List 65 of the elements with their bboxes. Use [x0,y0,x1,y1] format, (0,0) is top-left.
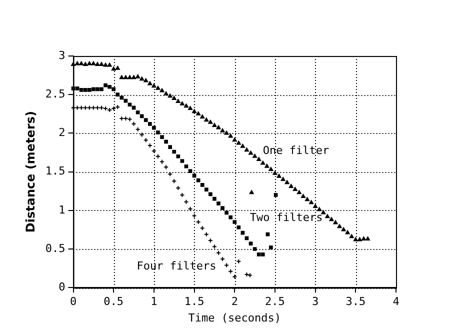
point [204,188,208,192]
x-tick-label: 4 [392,295,400,308]
y-tick-label: 2 [58,126,66,140]
series-label: One filter [262,144,330,157]
point [140,114,144,118]
y-tick-label: 1.5 [45,164,66,178]
x-tick-label: 3.5 [346,295,366,308]
y-tick-label: 3 [58,48,66,62]
y-tick-label: 0 [58,280,66,294]
series-label: Four filters [136,260,216,273]
point [136,110,140,114]
point [216,202,220,206]
point [83,88,88,92]
point [200,183,204,187]
point [228,215,233,220]
point [208,192,212,196]
point [116,92,120,97]
point [172,150,176,154]
point [260,252,265,256]
point [144,118,148,122]
point [212,196,216,201]
point [232,220,237,224]
point [269,246,273,250]
x-tick-label: 2.5 [265,295,285,308]
x-tick-label: 3 [312,295,319,308]
point [184,164,188,168]
x-tick-label: 1.5 [184,295,204,308]
series-label: Two filters [250,210,323,224]
point [128,102,132,107]
point [176,154,180,158]
point [75,86,80,90]
point [236,225,241,230]
point [71,86,76,90]
point [79,88,84,92]
y-tick-label: 2.5 [45,87,66,100]
x-tick-label: 2 [231,295,238,308]
point [180,159,184,163]
point [100,87,104,92]
x-tick-label: 0 [70,295,77,308]
point [108,84,112,89]
point [192,174,196,178]
y-axis-title: Distance (meters) [23,111,38,233]
point [96,87,100,92]
point [104,83,108,88]
point [274,193,278,197]
x-axis-title: Time (seconds) [188,311,281,324]
point [248,242,253,246]
y-tick-label: 1 [58,203,66,216]
x-tick-label: 0.5 [104,295,124,308]
point [168,145,172,150]
point [148,122,152,126]
point [152,126,156,130]
x-tick-label: 1 [150,295,158,308]
point [164,140,168,144]
point [188,169,192,173]
point [224,210,228,215]
point [112,87,116,92]
point [256,252,261,256]
y-tick-label: 0.5 [45,242,66,255]
point [160,135,164,139]
point [252,247,257,251]
point [156,130,160,134]
point [92,87,96,92]
point [87,88,92,92]
point [220,206,224,210]
